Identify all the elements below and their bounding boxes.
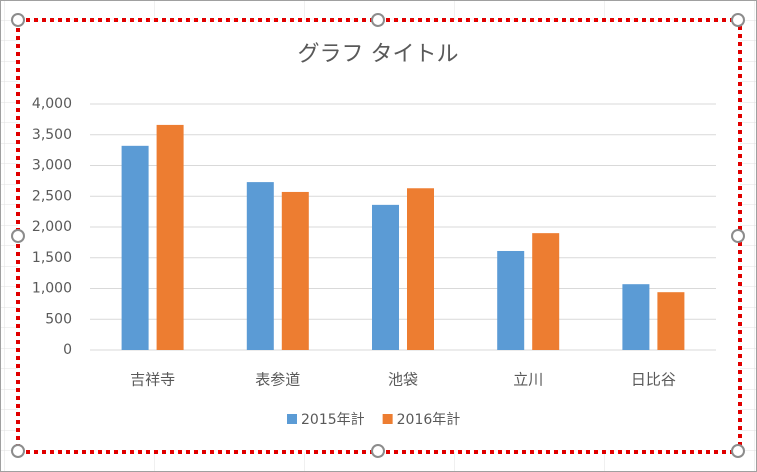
- chart-title: グラフ タイトル: [298, 42, 459, 67]
- y-tick-label: 2,000: [32, 219, 72, 235]
- resize-handles: [11, 13, 745, 458]
- handle[interactable]: [731, 444, 745, 458]
- x-tick-label: 表参道: [255, 371, 300, 389]
- bar: [407, 188, 434, 350]
- legend-swatch: [382, 414, 393, 424]
- handle[interactable]: [731, 13, 745, 27]
- x-tick-label: 吉祥寺: [130, 371, 175, 389]
- handle[interactable]: [731, 229, 745, 243]
- y-tick-label: 0: [63, 342, 72, 358]
- legend-label: 2015年計: [301, 412, 365, 428]
- legend-swatch: [287, 414, 297, 424]
- y-tick-label: 1,000: [32, 281, 72, 297]
- bar: [372, 204, 399, 350]
- bar: [532, 233, 560, 350]
- handle[interactable]: [371, 444, 385, 458]
- handle[interactable]: [371, 13, 385, 27]
- bar: [156, 124, 184, 350]
- y-tick-label: 4,000: [32, 96, 72, 112]
- y-tick-label: 1,500: [32, 250, 72, 266]
- y-tick-label: 3,500: [32, 127, 72, 143]
- x-tick-label: 日比谷: [631, 371, 676, 389]
- y-tick-label: 2,500: [32, 188, 72, 204]
- bar: [657, 292, 685, 350]
- handle[interactable]: [11, 444, 25, 458]
- bar: [622, 284, 650, 350]
- y-tick-label: 3,000: [32, 158, 72, 174]
- bar: [497, 250, 525, 350]
- bar: [281, 191, 309, 350]
- y-tick-label: 500: [45, 311, 72, 327]
- x-tick-label: 池袋: [388, 371, 418, 389]
- bar: [246, 182, 274, 350]
- handle[interactable]: [11, 13, 25, 27]
- handle[interactable]: [11, 229, 25, 243]
- bar: [121, 145, 149, 350]
- x-tick-label: 立川: [513, 371, 543, 389]
- legend-label: 2016年計: [397, 412, 461, 428]
